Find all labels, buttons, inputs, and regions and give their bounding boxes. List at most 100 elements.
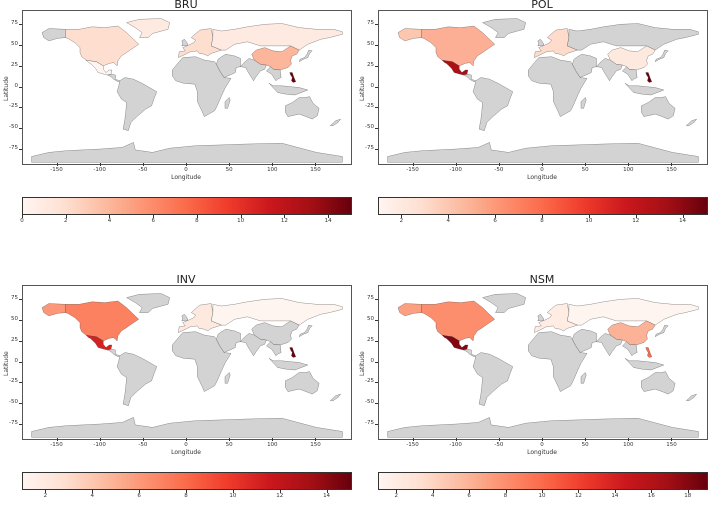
colorbar-tick-label: 6 (493, 218, 497, 224)
colorbar-tick-label: 10 (585, 218, 593, 224)
x-tick-label: 50 (581, 442, 589, 448)
colorbar-tick-label: 14 (324, 218, 332, 224)
colorbar-tick-label: 8 (195, 218, 199, 224)
region-se-asia (622, 66, 638, 82)
colorbar-tick-mark (284, 215, 286, 218)
world-map (387, 293, 699, 438)
x-tick-mark (272, 163, 274, 166)
colorbar-tick-mark (505, 490, 507, 493)
region-japan (654, 324, 669, 338)
x-tick-label: 0 (540, 442, 544, 448)
y-tick-label: -75 (9, 419, 18, 426)
colorbar-tick-mark (682, 215, 684, 218)
y-tick-mark (375, 382, 378, 384)
x-tick-mark (56, 438, 58, 441)
y-tick-mark (375, 319, 378, 321)
colorbar-tick-mark (542, 215, 543, 218)
x-tick-label: -50 (138, 167, 148, 173)
x-tick-label: -50 (494, 167, 504, 173)
y-tick-label: 0 (14, 357, 19, 364)
y-tick-mark (19, 24, 22, 26)
colorbar-tick-mark (495, 215, 497, 218)
x-tick-mark (628, 438, 630, 441)
x-tick-mark (671, 163, 673, 166)
region-indonesia (624, 83, 665, 96)
colorbar-tick-mark (448, 215, 450, 218)
x-axis-label: Longitude (171, 174, 201, 181)
region-north-america (421, 25, 495, 67)
colorbar-tick-label: 4 (430, 493, 435, 499)
x-tick-mark (56, 163, 58, 166)
x-tick-mark (186, 163, 187, 166)
y-tick-mark (375, 44, 378, 46)
region-japan (298, 324, 313, 338)
colorbar-tick-label: 14 (679, 218, 687, 224)
region-uk (537, 314, 545, 322)
region-nz (329, 118, 342, 126)
y-tick-mark (19, 44, 22, 46)
region-madagascar (580, 97, 587, 109)
y-tick-mark (19, 86, 22, 88)
y-tick-label: -75 (365, 419, 374, 426)
x-axis-label: Longitude (171, 449, 201, 456)
y-tick-label: 25 (367, 336, 374, 343)
region-south-america (116, 352, 157, 406)
region-uk (181, 39, 189, 47)
region-alaska (397, 28, 422, 42)
region-russia (567, 298, 699, 326)
x-tick-mark (498, 438, 500, 441)
region-greenland (126, 18, 170, 38)
world-map (31, 293, 343, 438)
x-tick-label: 0 (184, 442, 188, 448)
colorbar-tick-label: 14 (323, 493, 331, 499)
world-map (387, 18, 699, 163)
colorbar (378, 472, 708, 490)
region-africa (172, 331, 232, 392)
region-central-america (107, 349, 121, 357)
x-tick-label: 100 (267, 442, 278, 448)
x-tick-mark (229, 438, 231, 441)
x-tick-mark (542, 438, 543, 441)
region-japan (654, 49, 669, 63)
region-philippines (645, 72, 653, 83)
x-tick-label: -150 (50, 442, 63, 448)
colorbar-tick-mark (139, 490, 141, 493)
y-tick-mark (375, 423, 378, 425)
colorbar-tick-label: 12 (276, 493, 284, 499)
y-tick-mark (375, 361, 378, 363)
region-africa (528, 56, 588, 117)
region-indonesia (268, 83, 309, 96)
y-tick-label: -25 (365, 378, 374, 385)
region-middle-east (572, 54, 597, 78)
y-tick-label: 75 (367, 295, 374, 302)
x-tick-label: 100 (623, 442, 634, 448)
y-tick-mark (19, 423, 22, 425)
region-uk (537, 39, 545, 47)
region-indonesia (268, 358, 309, 371)
colorbar-tick-mark (45, 490, 47, 493)
region-china (251, 320, 300, 346)
region-central-america (463, 74, 477, 82)
y-tick-label: 75 (11, 20, 18, 27)
y-tick-mark (375, 148, 378, 150)
region-alaska (41, 28, 66, 42)
x-tick-mark (412, 438, 414, 441)
x-tick-mark (585, 163, 587, 166)
x-tick-mark (142, 438, 144, 441)
region-south-america (472, 77, 513, 131)
y-tick-label: 0 (14, 82, 19, 89)
colorbar-tick-label: 16 (647, 493, 655, 499)
y-tick-mark (375, 107, 378, 109)
y-tick-label: -75 (9, 144, 18, 151)
y-tick-mark (19, 361, 22, 363)
x-tick-label: 50 (225, 167, 233, 173)
y-tick-label: 50 (367, 40, 374, 47)
colorbar-tick-label: 10 (237, 218, 245, 224)
region-madagascar (580, 372, 587, 384)
x-tick-mark (412, 163, 414, 166)
y-tick-mark (375, 128, 378, 130)
y-tick-label: 25 (367, 61, 374, 68)
region-nz (685, 393, 698, 401)
colorbar-tick-mark (651, 490, 653, 493)
x-tick-label: 50 (581, 167, 589, 173)
